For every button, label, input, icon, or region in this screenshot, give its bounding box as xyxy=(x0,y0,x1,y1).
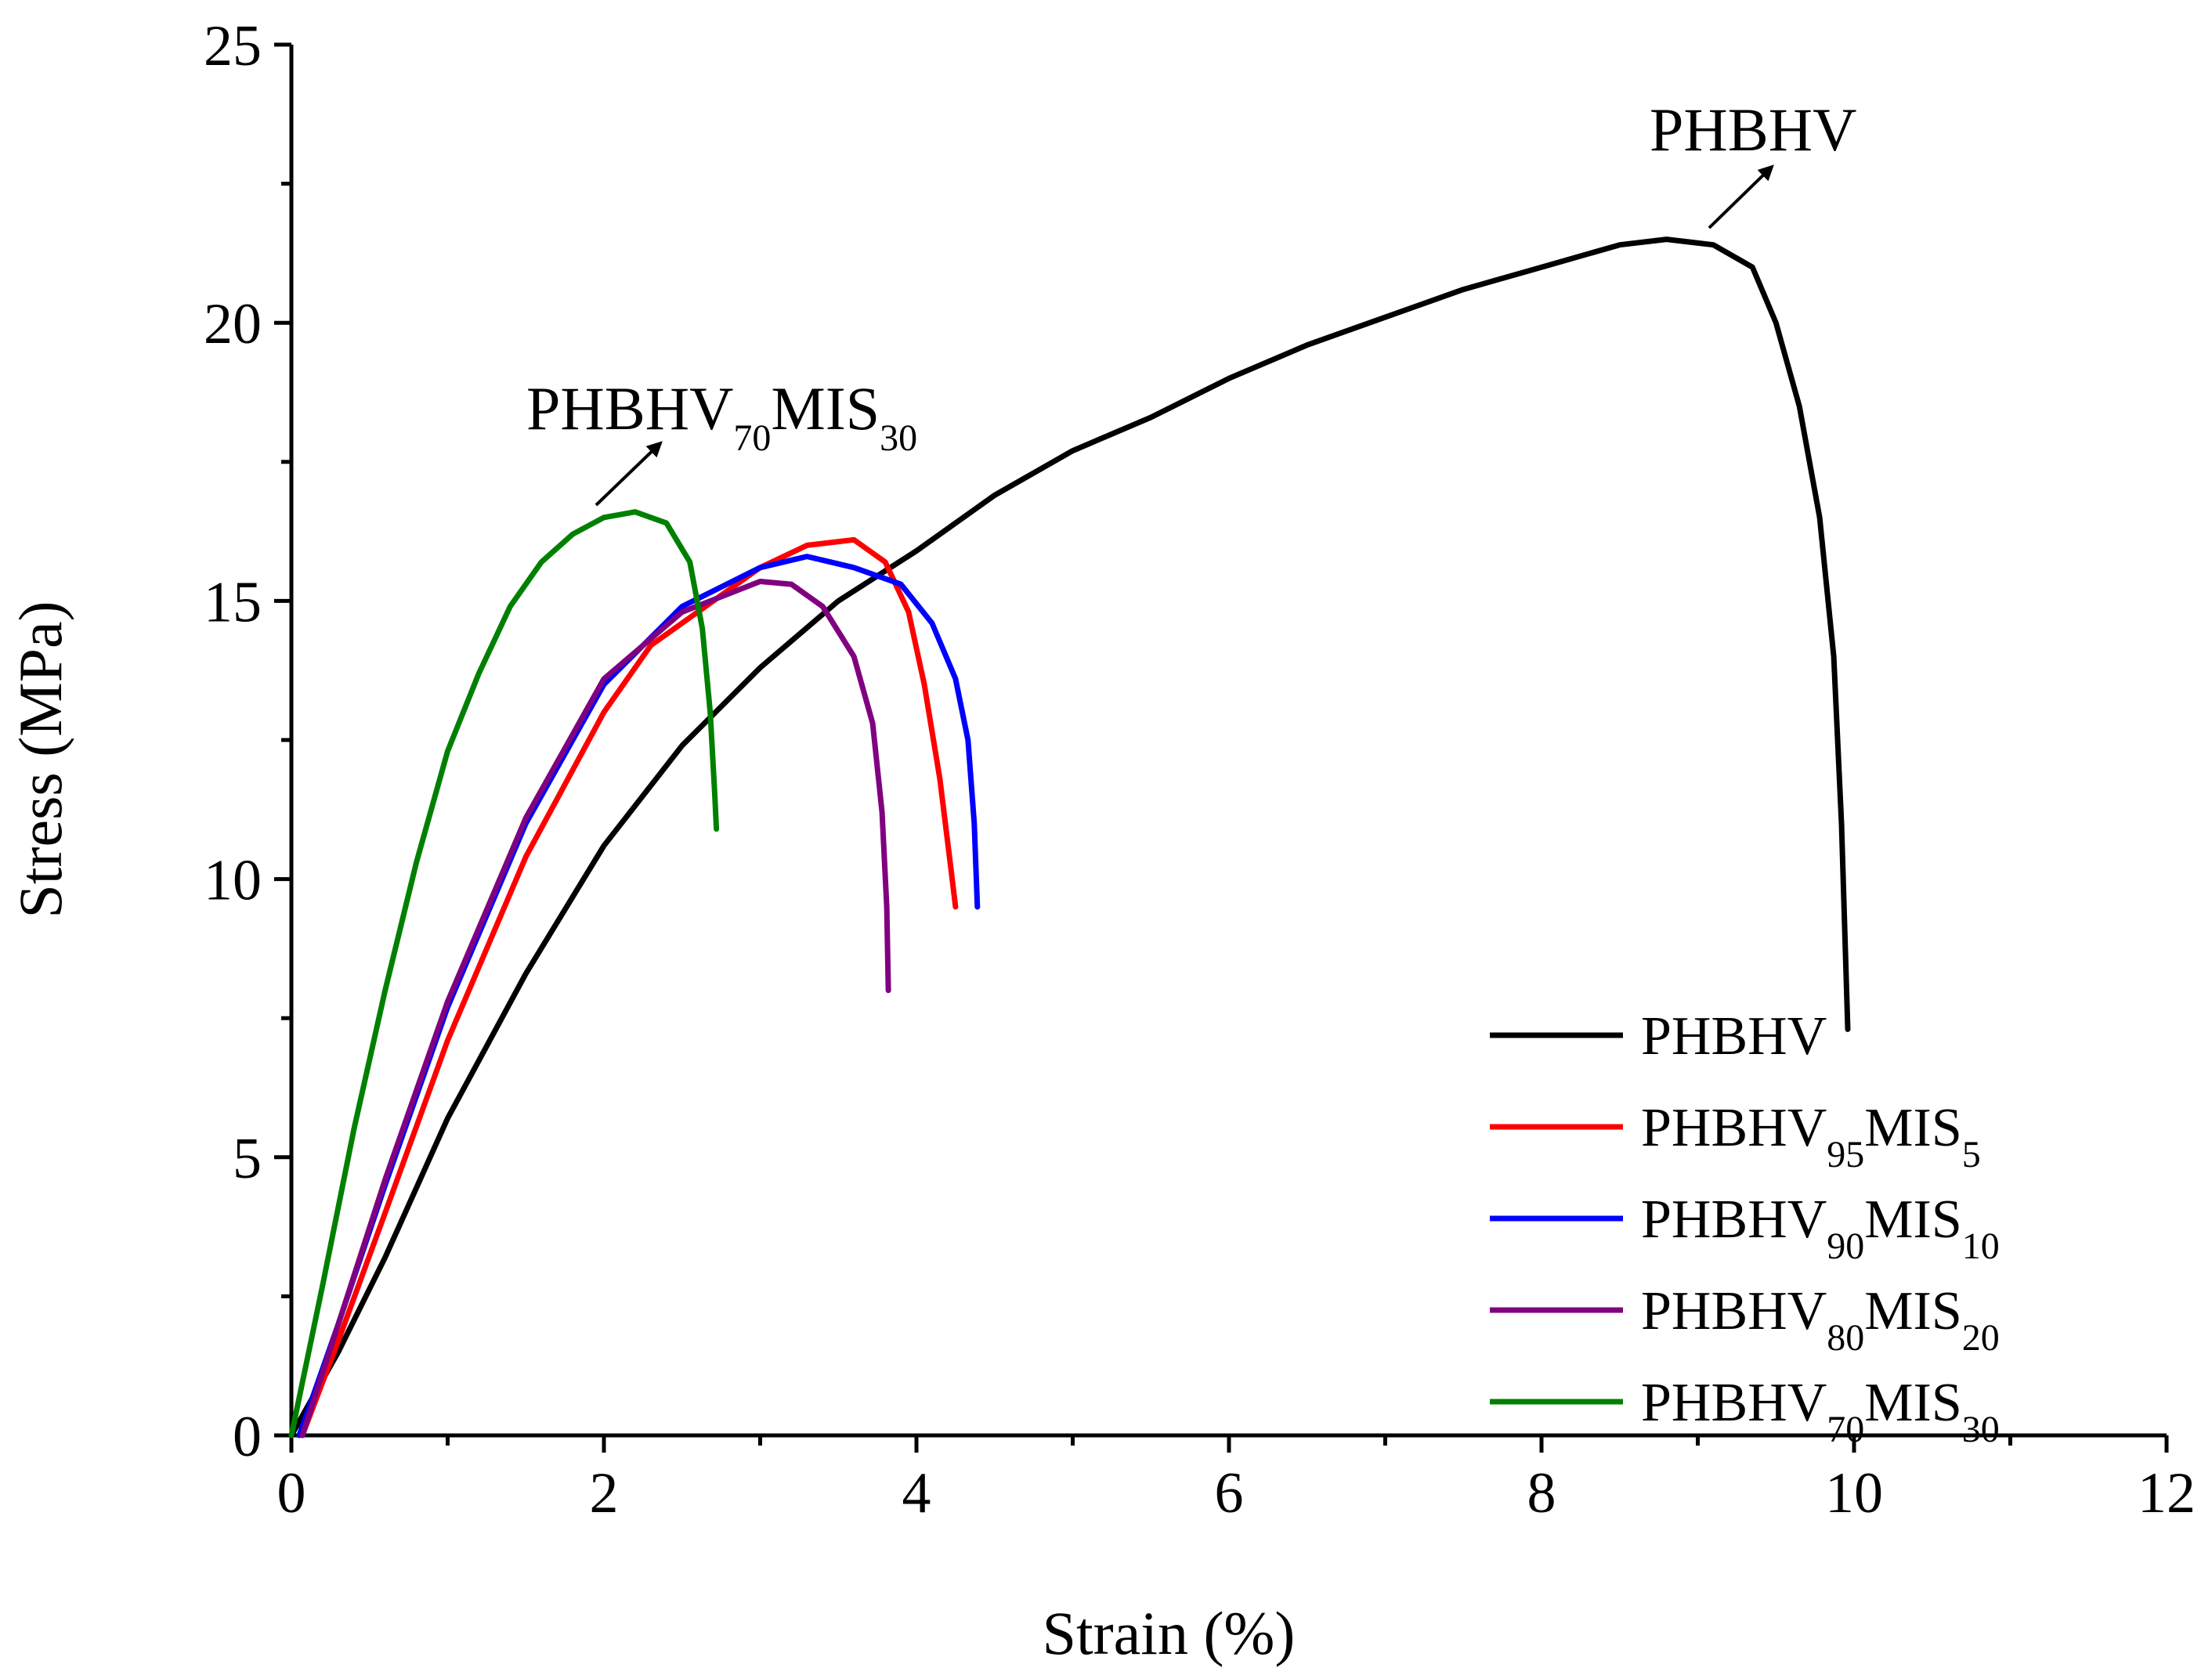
x-tick-label: 4 xyxy=(902,1461,931,1525)
x-axis-label: Strain (%) xyxy=(1043,1599,1296,1667)
x-tick-label: 2 xyxy=(590,1461,619,1525)
annotation-phbhv70mis30: PHBHV70MIS30 xyxy=(526,374,917,459)
axes: 0 2 4 6 8 10 12 0 5 10 15 20 25 xyxy=(204,14,2196,1525)
legend-label-3: PHBHV90MIS10 xyxy=(1641,1189,2000,1267)
x-tick-label: 8 xyxy=(1527,1461,1556,1525)
series-line-1 xyxy=(288,236,1851,1439)
legend-label-4: PHBHV80MIS20 xyxy=(1641,1281,2000,1359)
y-axis-label: Stress (MPa) xyxy=(6,601,74,918)
annotations: PHBHV PHBHV70MIS30 xyxy=(526,96,1856,507)
x-tick-label: 6 xyxy=(1215,1461,1244,1525)
y-tick-label: 25 xyxy=(204,14,262,78)
y-tick-label: 10 xyxy=(204,849,262,913)
series-line-4 xyxy=(299,579,891,1439)
x-tick-label: 0 xyxy=(277,1461,306,1525)
x-tick-label: 10 xyxy=(1825,1461,1883,1525)
y-tick-label: 15 xyxy=(204,570,262,634)
annotation-phbhv: PHBHV xyxy=(1650,96,1856,164)
legend-label-2: PHBHV95MIS5 xyxy=(1641,1098,1981,1175)
series-group xyxy=(288,236,1851,1439)
y-tick-label: 5 xyxy=(233,1127,262,1191)
series-line-3 xyxy=(296,554,981,1439)
y-tick-label: 20 xyxy=(204,292,262,356)
legend-label-1: PHBHV xyxy=(1641,1006,1827,1067)
legend-label-5: PHBHV70MIS30 xyxy=(1641,1373,2000,1450)
legend: PHBHV PHBHV95MIS5 PHBHV90MIS10 PHBHV80MIS20… xyxy=(1490,1006,2000,1450)
annotation-arrow-phbhv70mis30 xyxy=(595,441,663,507)
x-tick-label: 12 xyxy=(2138,1461,2196,1525)
y-tick-label: 0 xyxy=(233,1405,262,1469)
series-line-5 xyxy=(288,509,720,1439)
annotation-arrow-phbhv xyxy=(1708,164,1774,229)
